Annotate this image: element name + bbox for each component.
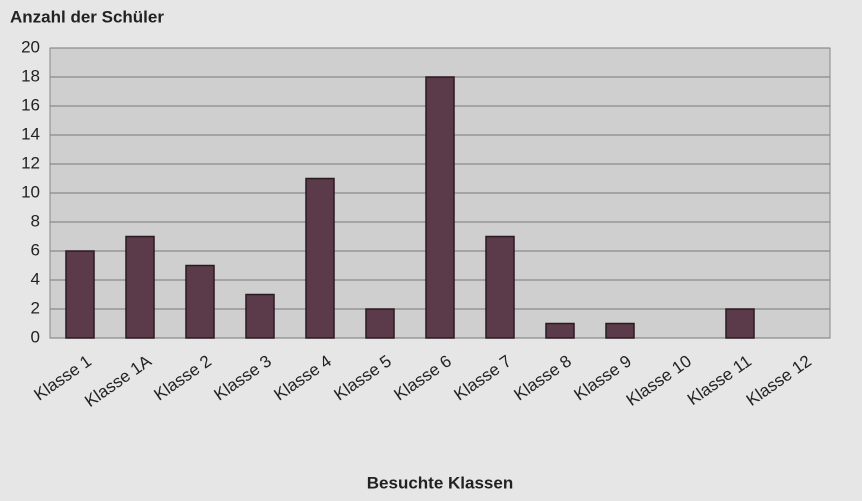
y-tick-label: 8 (31, 211, 40, 230)
y-tick-label: 10 (21, 182, 40, 201)
y-tick-label: 4 (31, 269, 40, 288)
y-tick-label: 16 (21, 95, 40, 114)
bar (605, 322, 635, 339)
chart-title: Anzahl der Schüler (10, 7, 164, 26)
y-tick-label: 12 (21, 153, 40, 172)
bar (545, 322, 575, 339)
bar (185, 264, 215, 339)
y-tick-label: 0 (31, 327, 40, 346)
bar (305, 177, 335, 339)
bar (725, 308, 755, 339)
bar (365, 308, 395, 339)
bar (425, 76, 455, 339)
y-tick-label: 20 (21, 37, 40, 56)
bar (245, 293, 275, 339)
bar (65, 250, 95, 339)
y-tick-label: 2 (31, 298, 40, 317)
y-tick-label: 18 (21, 66, 40, 85)
x-axis-title: Besuchte Klassen (367, 473, 513, 492)
y-tick-label: 14 (21, 124, 40, 143)
y-tick-label: 6 (31, 240, 40, 259)
bar (485, 235, 515, 339)
bar (125, 235, 155, 339)
